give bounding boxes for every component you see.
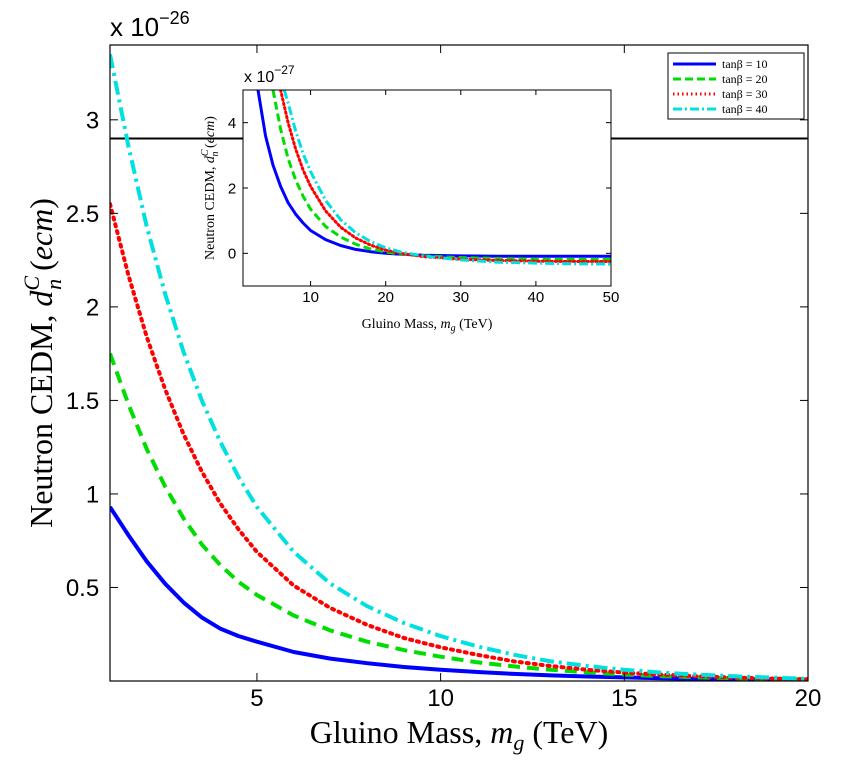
inset-x-tick-label: 40 bbox=[528, 289, 545, 306]
inset-xlabel-var: m bbox=[441, 317, 451, 332]
main-ylabel-sub: n bbox=[41, 279, 66, 290]
inset-series-group bbox=[256, 90, 611, 266]
main-xlabel-text: Gluino Mass, bbox=[310, 714, 490, 750]
main-xlabel-unit: (TeV) bbox=[524, 714, 608, 750]
inset-x-tick-label: 20 bbox=[377, 289, 394, 306]
inset-ylabel-text: Neutron CEDM, bbox=[203, 163, 218, 260]
inset-series-line-2 bbox=[271, 90, 611, 261]
legend-label-2: tanβ = 20 bbox=[722, 72, 768, 86]
main-xlabel-sub: g bbox=[513, 730, 524, 755]
inset-x-tick-label: 30 bbox=[452, 289, 469, 306]
main-x-ticks: 5 10 15 20 bbox=[250, 45, 821, 712]
main-y-tick-label: 2.5 bbox=[66, 201, 99, 228]
inset-x-ticks: 10 20 30 40 50 bbox=[302, 90, 619, 306]
main-x-axis-label: Gluino Mass, mg (TeV) bbox=[310, 714, 609, 755]
inset-ylabel-var: d bbox=[203, 155, 218, 163]
inset-plot-area bbox=[243, 90, 611, 286]
inset-x-tick-label: 10 bbox=[302, 289, 319, 306]
legend-label-3: tanβ = 30 bbox=[722, 87, 768, 101]
inset-y-tick-label: 4 bbox=[228, 115, 236, 132]
inset-y-ticks: 0 2 4 bbox=[228, 115, 611, 263]
inset-xlabel-text: Gluino Mass, bbox=[362, 317, 441, 332]
main-y-tick-label: 3 bbox=[86, 107, 99, 134]
main-y-axis-label: Neutron CEDM, dCn (ecm) bbox=[19, 198, 66, 528]
inset-x-axis-label: Gluino Mass, mg (TeV) bbox=[362, 317, 493, 334]
main-y-ticks: 0.5 1 1.5 2 2.5 3 bbox=[66, 107, 808, 602]
inset-y-exponent: x 10−27 bbox=[244, 63, 295, 86]
main-y-exponent: x 10−26 bbox=[110, 8, 190, 42]
inset-ylabel-paren-close: ) bbox=[203, 116, 218, 121]
inset-ylabel-sub: n bbox=[210, 151, 221, 156]
main-x-tick-label: 10 bbox=[427, 685, 454, 712]
inset-y-exponent-power: −27 bbox=[274, 63, 295, 77]
inset-ylabel-unit: ecm bbox=[203, 121, 218, 144]
inset-series-line-1 bbox=[256, 90, 611, 258]
inset-xlabel-unit: (TeV) bbox=[456, 317, 493, 332]
inset-series-line-3 bbox=[279, 90, 611, 263]
main-series-group bbox=[110, 54, 808, 681]
main-y-tick-label: 1 bbox=[86, 482, 99, 509]
main-y-tick-label: 2 bbox=[86, 295, 99, 322]
main-y-tick-label: 1.5 bbox=[66, 388, 99, 415]
inset-xlabel-sub: g bbox=[451, 323, 456, 334]
inset-ylabel-paren-open: ( bbox=[203, 143, 218, 152]
inset-y-axis-label: Neutron CEDM, dCn (ecm) bbox=[200, 116, 221, 260]
main-x-tick-label: 20 bbox=[795, 685, 822, 712]
inset-y-tick-label: 0 bbox=[228, 246, 236, 263]
inset-x-tick-label: 50 bbox=[603, 289, 620, 306]
inset-y-tick-label: 2 bbox=[228, 180, 236, 197]
main-ylabel-paren-close: ) bbox=[23, 198, 59, 209]
main-ylabel-text: Neutron CEDM, bbox=[23, 307, 59, 528]
main-y-tick-label: 0.5 bbox=[66, 575, 99, 602]
inset-series-line-4 bbox=[282, 90, 611, 266]
main-x-tick-label: 15 bbox=[611, 685, 638, 712]
legend-label-1: tanβ = 10 bbox=[722, 57, 768, 71]
main-xlabel-var: m bbox=[490, 714, 513, 750]
main-ylabel-unit: ecm bbox=[23, 209, 59, 261]
inset-ylabel-sup: C bbox=[200, 149, 211, 156]
main-x-tick-label: 5 bbox=[250, 685, 263, 712]
main-y-exponent-base: x 10 bbox=[110, 12, 159, 42]
main-series-line-4 bbox=[110, 54, 808, 681]
inset-y-exponent-base: x 10 bbox=[244, 69, 274, 86]
main-ylabel-var: d bbox=[23, 290, 59, 307]
inset-chart: 10 20 30 40 50 0 2 4 x 10−27 Gluino Mass, mg (… bbox=[200, 63, 619, 334]
main-ylabel-sup: C bbox=[19, 276, 44, 291]
main-plot-frame bbox=[109, 44, 809, 682]
main-ylabel-paren-open: ( bbox=[23, 260, 59, 279]
legend-label-4: tanβ = 40 bbox=[722, 102, 768, 116]
main-y-exponent-power: −26 bbox=[159, 8, 190, 28]
